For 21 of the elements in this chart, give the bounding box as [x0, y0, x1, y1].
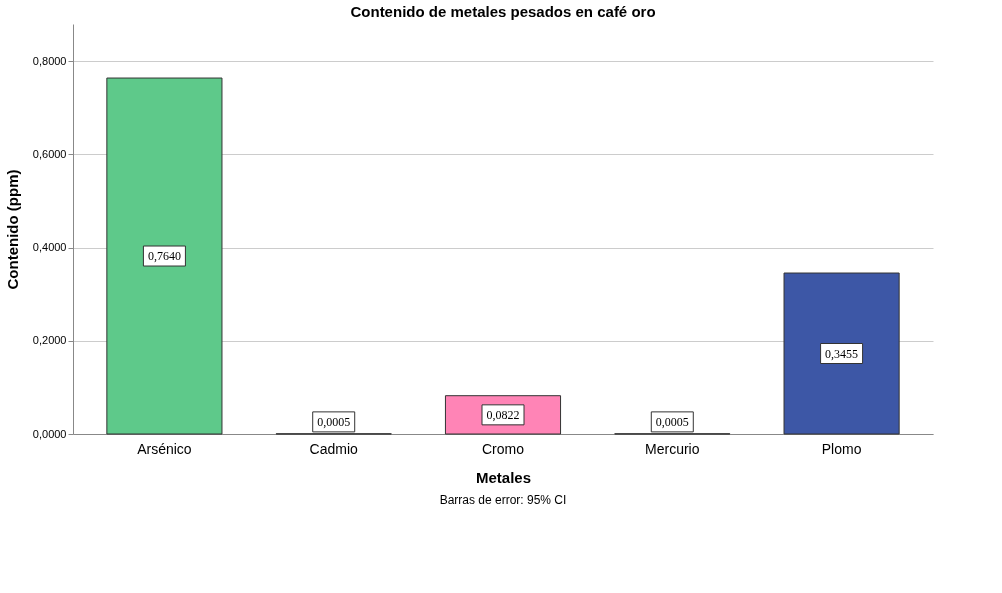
- text: Barras de error: 95% CI: [439, 493, 567, 507]
- y-tick-label: 0,0000: [32, 427, 67, 440]
- x-tick-label: Cromo: [481, 440, 525, 457]
- x-tick-label: Cadmio: [309, 440, 359, 457]
- y-axis-title: Contenido (ppm): [3, 169, 21, 290]
- data-label: 0,7640: [147, 249, 181, 264]
- chart-title: Contenido de metales pesados en café oro: [350, 3, 656, 20]
- bar: [106, 77, 223, 435]
- x-tick-label: Plomo: [821, 440, 862, 457]
- data-label: 0,3455: [825, 346, 859, 361]
- y-tick-label: 0,2000: [32, 334, 67, 347]
- y-tick-label: 0,6000: [32, 147, 67, 160]
- x-tick-label: Mercurio: [645, 440, 700, 457]
- x-axis-title: Metales: [475, 468, 532, 486]
- bar: [783, 272, 900, 435]
- data-label: 0,0822: [486, 407, 520, 422]
- data-label: 0,0005: [317, 414, 351, 429]
- y-tick-label: 0,8000: [32, 54, 67, 67]
- y-tick-label: 0,4000: [32, 241, 67, 254]
- x-tick-label: Arsénico: [137, 440, 192, 457]
- data-label: 0,0005: [655, 414, 689, 429]
